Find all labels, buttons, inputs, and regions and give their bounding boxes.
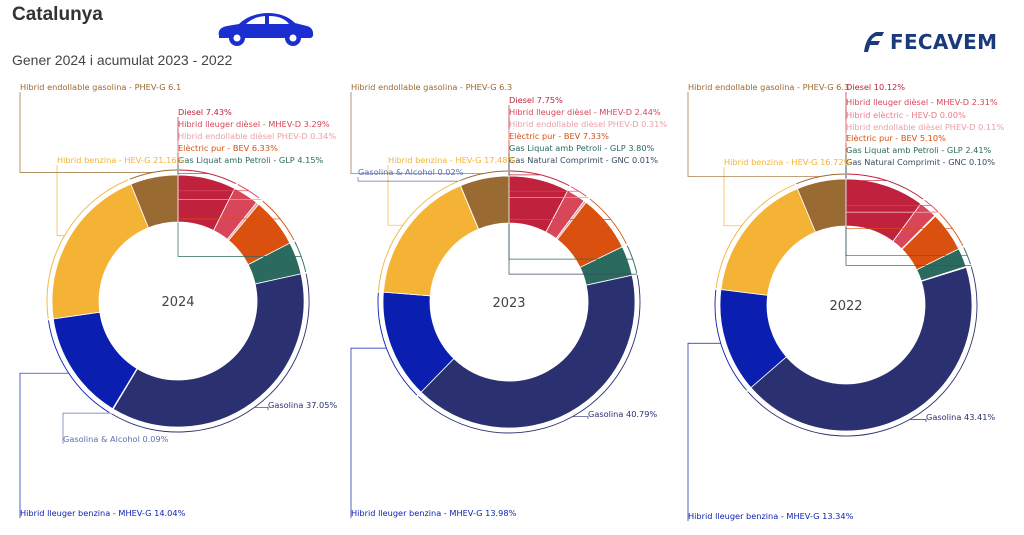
slice-label: Hibrid benzina - HEV-G 17.48%: [388, 155, 516, 165]
leader-line: [357, 177, 459, 182]
slice-label: Gas Liquat amb Petroli - GLP 3.80%: [509, 143, 655, 153]
slice-label: Diesel 7.75%: [509, 95, 563, 105]
donut-slice: [796, 178, 847, 233]
fecavem-logo: FECAVEM: [860, 28, 997, 56]
slice-bracket: [377, 292, 418, 396]
slice-label: Gas Liquat amb Petroli - GLP 4.15%: [178, 155, 324, 165]
slice-label: Hibrid lleuger benzina - MHEV-G 14.04%: [20, 508, 186, 518]
slice-label: Hibrid elèctric - HEV-D 0.00%: [846, 110, 966, 120]
slice-label: Hibrid endollable gasolina - PHEV-G 6.3: [688, 82, 849, 92]
leader-line: [19, 92, 154, 173]
slice-label: Elèctric pur - BEV 5.10%: [846, 133, 946, 143]
leader-line: [687, 342, 721, 521]
car-icon: [213, 10, 315, 53]
leader-line: [723, 167, 742, 227]
slice-bracket: [417, 274, 641, 434]
donut-slice: [382, 185, 480, 297]
slice-label: Gasolina 43.41%: [926, 412, 995, 422]
slice-label: Diesel 7.43%: [178, 107, 232, 117]
logo-mark-icon: [864, 32, 884, 52]
donut-slice: [420, 274, 636, 429]
slice-label: Hibrid lleuger benzina - MHEV-G 13.34%: [688, 511, 854, 521]
leader-line: [350, 92, 484, 174]
slice-bracket: [46, 179, 129, 319]
slice-label: Hibrid lleuger dièsel - MHEV-D 2.31%: [846, 97, 998, 107]
slice-label: Gasolina & Alcohol 0.09%: [63, 434, 169, 444]
leader-line: [56, 165, 65, 236]
leader-line: [687, 92, 821, 177]
leader-line: [387, 165, 403, 226]
donut-slice: [750, 266, 973, 432]
slice-label: Diesel 10.12%: [846, 82, 905, 92]
donut-slice: [130, 174, 179, 229]
donut-center-label: 2024: [161, 295, 194, 310]
slice-bracket: [570, 186, 587, 197]
slice-label: Gas Liquat amb Petroli - GLP 2.41%: [846, 145, 992, 155]
donut-slice: [51, 183, 149, 320]
page-subtitle: Gener 2024 i acumulat 2023 - 2022: [12, 52, 233, 68]
slice-label: Hibrid endollable gasolina - PHEV-G 6.3: [351, 82, 512, 92]
donut-slice: [720, 188, 817, 296]
slice-label: Gas Natural Comprimit - GNC 0.01%: [509, 155, 658, 165]
slice-label: Elèctric pur - BEV 7.33%: [509, 131, 609, 141]
leader-line: [350, 347, 387, 518]
donut-center-label: 2022: [829, 299, 862, 314]
logo-text: FECAVEM: [890, 30, 998, 54]
donut-slice: [112, 273, 305, 428]
slice-label: Hibrid benzina - HEV-G 21.16%: [57, 155, 185, 165]
slice-label: Hibrid lleuger benzina - MHEV-G 13.98%: [351, 508, 517, 518]
leader-line: [254, 406, 269, 410]
slice-bracket: [715, 184, 795, 289]
leader-line: [62, 412, 111, 444]
slice-label: Gasolina 40.79%: [588, 409, 657, 419]
slice-label: Hibrid lleuger dièsel - MHEV-D 2.44%: [509, 107, 661, 117]
page-title: Catalunya: [12, 4, 103, 25]
slice-label: Gasolina 37.05%: [268, 400, 337, 410]
slice-label: Hibrid endollable gasolina - PHEV-G 6.1: [20, 82, 181, 92]
leader-line: [19, 372, 69, 518]
slice-label: Hibrid endollable dièsel PHEV-D 0.34%: [178, 131, 336, 141]
slice-bracket: [378, 181, 458, 291]
slice-label: Hibrid endollable dièsel PHEV-D 0.31%: [509, 119, 667, 129]
slice-label: Gasolina & Alcohol 0.02%: [358, 167, 464, 177]
slice-label: Hibrid benzina - HEV-G 16.72%: [724, 157, 852, 167]
slice-label: Hibrid endollable dièsel PHEV-D 0.11%: [846, 122, 1004, 132]
leader-line: [572, 416, 589, 419]
slice-bracket: [262, 200, 295, 241]
slice-label: Elèctric pur - BEV 6.33%: [178, 143, 278, 153]
donut-slice: [459, 175, 510, 230]
slice-label: Hibrid lleuger dièsel - MHEV-D 3.29%: [178, 119, 330, 129]
slice-label: Gas Natural Comprimit - GNC 0.10%: [846, 157, 995, 167]
donut-center-label: 2023: [492, 296, 525, 311]
leader-line: [909, 419, 927, 422]
